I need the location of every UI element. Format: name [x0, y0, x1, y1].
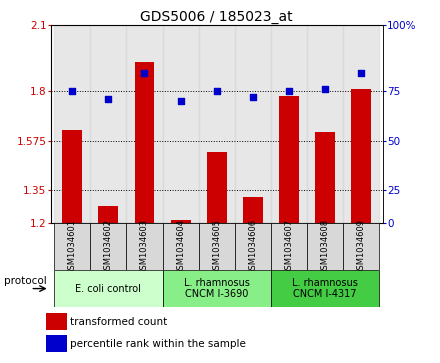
Point: [213, 88, 220, 94]
Bar: [235, 25, 271, 223]
Point: [69, 88, 76, 94]
Bar: [343, 25, 379, 223]
Bar: [307, 223, 343, 270]
Bar: [54, 223, 90, 270]
Point: [141, 70, 148, 76]
Bar: [351, 89, 371, 223]
Text: GSM1034604: GSM1034604: [176, 219, 185, 275]
Text: GSM1034607: GSM1034607: [284, 219, 293, 275]
Text: protocol: protocol: [4, 276, 47, 286]
Bar: [90, 25, 126, 223]
Bar: [235, 223, 271, 270]
Point: [249, 94, 257, 99]
Bar: [126, 25, 162, 223]
Bar: [46, 335, 67, 352]
Bar: [90, 223, 126, 270]
Text: GSM1034606: GSM1034606: [248, 219, 257, 275]
Text: GSM1034608: GSM1034608: [320, 219, 330, 275]
Bar: [46, 313, 67, 330]
Text: GSM1034602: GSM1034602: [104, 219, 113, 275]
Title: GDS5006 / 185023_at: GDS5006 / 185023_at: [140, 11, 293, 24]
Bar: [271, 223, 307, 270]
Bar: [271, 270, 379, 307]
Bar: [54, 270, 162, 307]
Point: [286, 88, 293, 94]
Text: GSM1034605: GSM1034605: [212, 219, 221, 275]
Bar: [162, 25, 198, 223]
Point: [358, 70, 365, 76]
Bar: [126, 223, 162, 270]
Bar: [135, 62, 154, 223]
Text: GSM1034601: GSM1034601: [68, 219, 77, 275]
Point: [322, 86, 329, 91]
Bar: [307, 25, 343, 223]
Bar: [198, 223, 235, 270]
Bar: [207, 152, 227, 223]
Text: L. rhamnosus
CNCM I-3690: L. rhamnosus CNCM I-3690: [184, 278, 249, 299]
Bar: [99, 206, 118, 223]
Bar: [343, 223, 379, 270]
Text: L. rhamnosus
CNCM I-4317: L. rhamnosus CNCM I-4317: [292, 278, 358, 299]
Text: E. coli control: E. coli control: [75, 284, 141, 294]
Bar: [279, 96, 299, 223]
Bar: [243, 197, 263, 223]
Point: [105, 96, 112, 102]
Bar: [171, 220, 191, 223]
Bar: [54, 25, 90, 223]
Bar: [62, 130, 82, 223]
Bar: [162, 270, 271, 307]
Text: GSM1034609: GSM1034609: [357, 219, 366, 275]
Bar: [271, 25, 307, 223]
Text: GSM1034603: GSM1034603: [140, 219, 149, 275]
Bar: [162, 223, 198, 270]
Text: percentile rank within the sample: percentile rank within the sample: [70, 339, 246, 349]
Point: [177, 98, 184, 103]
Text: transformed count: transformed count: [70, 317, 167, 327]
Bar: [315, 132, 335, 223]
Bar: [198, 25, 235, 223]
